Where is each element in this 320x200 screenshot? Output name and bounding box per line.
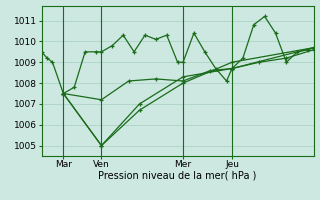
- X-axis label: Pression niveau de la mer( hPa ): Pression niveau de la mer( hPa ): [99, 171, 257, 181]
